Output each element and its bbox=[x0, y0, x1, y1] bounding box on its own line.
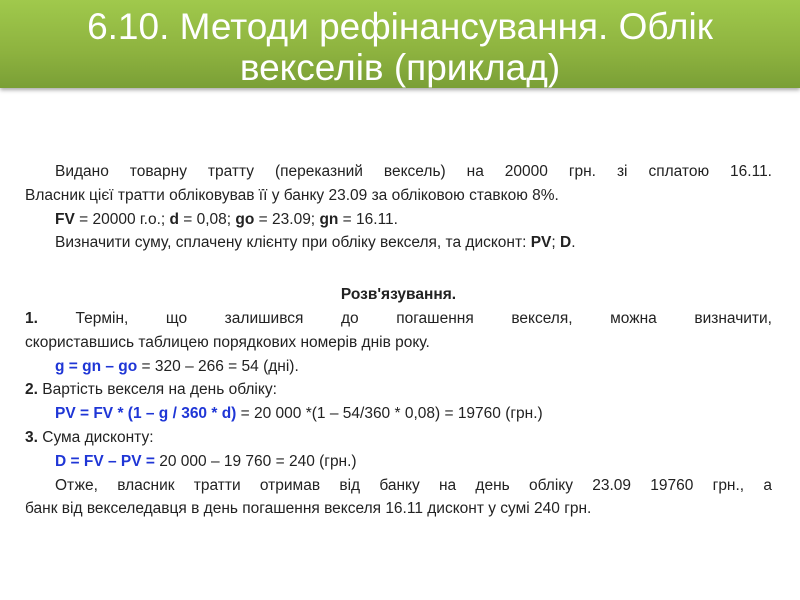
title-line-1: 6.10. Методи рефінансування. Облік bbox=[87, 6, 713, 47]
conclusion-line-1: Отже, власник тратти отримав від банку н… bbox=[55, 476, 772, 494]
given-go: go bbox=[235, 210, 255, 228]
task-end: . bbox=[571, 234, 576, 252]
formula: g = gn – go bbox=[55, 357, 138, 375]
calculation: = 320 – 266 = 54 (дні). bbox=[137, 357, 299, 375]
step-2: 2. Вартість векселя на день обліку: bbox=[25, 378, 772, 402]
problem-line-1: Видано товарну тратту (переказний вексел… bbox=[55, 163, 772, 180]
task-pv: PV bbox=[530, 234, 552, 252]
step-1-continued: скориставшись таблицею порядкових номері… bbox=[25, 333, 430, 351]
given-text: = 20000 г.о.; bbox=[74, 210, 170, 228]
task-d: D bbox=[560, 234, 572, 252]
step-number: 1. bbox=[25, 309, 38, 327]
given-d: d bbox=[169, 210, 179, 228]
given-text: = 0,08; bbox=[178, 210, 236, 228]
task-sep: ; bbox=[551, 234, 561, 252]
slide-title: 6.10. Методи рефінансування. Облік вексе… bbox=[0, 6, 800, 88]
given-fv: FV bbox=[55, 210, 75, 228]
step-1-formula: g = gn – go = 320 – 266 = 54 (дні). bbox=[25, 355, 772, 379]
calculation: = 20 000 *(1 – 54/360 * 0,08) = 19760 (г… bbox=[236, 405, 543, 423]
step-3-formula: D = FV – PV = 20 000 – 19 760 = 240 (грн… bbox=[25, 450, 772, 474]
step-text: Термін, що залишився до погашення вексел… bbox=[75, 309, 772, 327]
step-text: Сума дисконту: bbox=[37, 428, 154, 446]
step-text: Вартість векселя на день обліку: bbox=[37, 381, 277, 399]
step-number: 2. bbox=[25, 381, 38, 399]
solution-heading: Розв'язування. bbox=[340, 286, 457, 304]
problem-line-2: Власник цієї тратти обліковував її у бан… bbox=[25, 186, 559, 204]
formula: PV = FV * (1 – g / 360 * d) bbox=[55, 405, 237, 423]
title-line-2: векселів (приклад) bbox=[239, 47, 561, 88]
calculation: 20 000 – 19 760 = 240 (грн.) bbox=[154, 452, 357, 470]
task-line: Визначити суму, сплачену клієнту при обл… bbox=[25, 231, 772, 255]
task-text: Визначити суму, сплачену клієнту при обл… bbox=[55, 234, 531, 252]
given-text: = 16.11. bbox=[338, 210, 398, 228]
step-2-formula: PV = FV * (1 – g / 360 * d) = 20 000 *(1… bbox=[25, 402, 772, 426]
given-text: = 23.09; bbox=[254, 210, 320, 228]
formula: D = FV – PV = bbox=[55, 452, 155, 470]
step-3: 3. Сума дисконту: bbox=[25, 426, 772, 450]
step-1: 1. Термін, що залишився до погашення век… bbox=[25, 307, 772, 331]
given-values: FV = 20000 г.о.; d = 0,08; go = 23.09; g… bbox=[25, 208, 772, 232]
conclusion-line-2: банк від векселедавця в день погашення в… bbox=[25, 500, 592, 518]
step-number: 3. bbox=[25, 428, 38, 446]
slide-body: Видано товарну тратту (переказний вексел… bbox=[25, 160, 772, 521]
given-gn: gn bbox=[319, 210, 339, 228]
title-bar: 6.10. Методи рефінансування. Облік вексе… bbox=[0, 0, 800, 88]
